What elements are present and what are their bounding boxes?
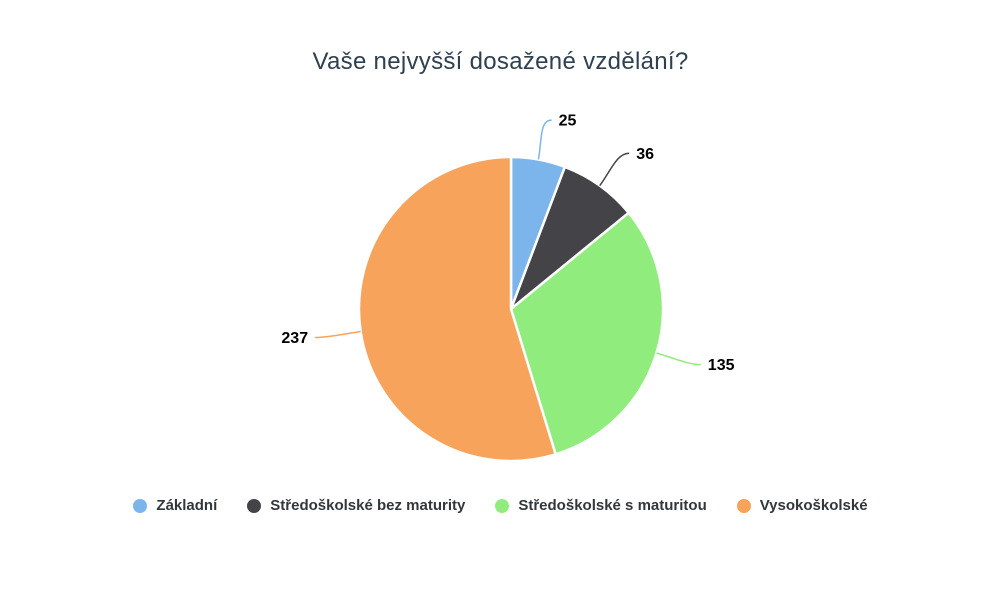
data-label: 135 bbox=[708, 357, 735, 374]
legend-marker-icon bbox=[736, 498, 751, 513]
legend-item-zakladni[interactable]: Základní bbox=[133, 497, 217, 514]
label-connector bbox=[656, 352, 701, 366]
legend: Základní Středoškolské bez maturity Středo… bbox=[0, 497, 1001, 514]
legend-item-stredoskolske-s-maturitou[interactable]: Středoškolské s maturitou bbox=[495, 497, 707, 514]
data-label: 25 bbox=[559, 113, 577, 130]
pie-slice-stredoskolske-s-maturitou[interactable] bbox=[509, 211, 665, 456]
legend-label: Středoškolské s maturitou bbox=[518, 497, 707, 514]
pie-slice-vysokoskolske[interactable] bbox=[357, 155, 557, 463]
chart-title: Vaše nejvyšší dosažené vzdělání? bbox=[312, 48, 689, 75]
legend-label: Středoškolské bez maturity bbox=[270, 497, 466, 514]
label-connector bbox=[537, 119, 552, 160]
legend-label: Vysokoškolské bbox=[759, 497, 868, 514]
label-connector bbox=[315, 330, 361, 339]
data-label: 237 bbox=[281, 330, 308, 347]
label-connector bbox=[599, 152, 630, 187]
legend-item-vysokoskolske[interactable]: Vysokoškolské bbox=[736, 497, 868, 514]
legend-item-stredoskolske-bez-maturity[interactable]: Středoškolské bez maturity bbox=[247, 497, 465, 514]
legend-marker-icon bbox=[247, 498, 262, 513]
legend-marker-icon bbox=[133, 498, 148, 513]
legend-marker-icon bbox=[495, 498, 510, 513]
legend-label: Základní bbox=[156, 497, 218, 514]
data-label: 36 bbox=[636, 146, 654, 163]
